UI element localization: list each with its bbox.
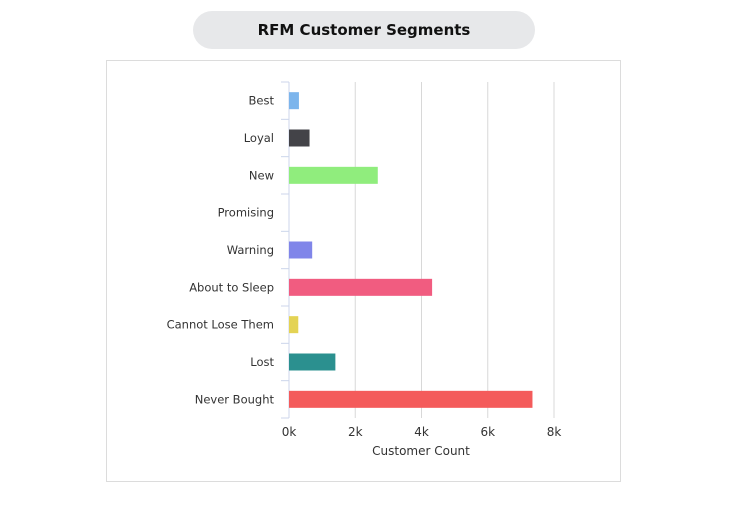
bar[interactable] xyxy=(289,241,313,259)
x-tick-label: 2k xyxy=(348,425,363,439)
bar[interactable] xyxy=(289,166,378,184)
x-tick-label: 8k xyxy=(547,425,562,439)
bar[interactable] xyxy=(289,390,533,408)
bars xyxy=(289,92,533,408)
category-label: Lost xyxy=(250,355,274,369)
chart-title: RFM Customer Segments xyxy=(257,21,471,39)
category-label: Cannot Lose Them xyxy=(167,318,274,332)
bar[interactable] xyxy=(289,129,310,147)
category-label: New xyxy=(249,168,274,182)
y-axis xyxy=(281,81,290,419)
category-label: Promising xyxy=(218,206,274,220)
chart-title-pill: RFM Customer Segments xyxy=(193,11,535,49)
grid-lines xyxy=(354,82,555,418)
bar[interactable] xyxy=(289,92,299,110)
category-label: About to Sleep xyxy=(189,280,274,294)
bar[interactable] xyxy=(289,316,299,334)
category-label: Loyal xyxy=(244,131,274,145)
bar[interactable] xyxy=(289,278,433,296)
bar[interactable] xyxy=(289,353,336,371)
x-tick-label: 4k xyxy=(414,425,429,439)
category-label: Best xyxy=(249,94,275,108)
category-label: Never Bought xyxy=(195,392,275,406)
category-label: Warning xyxy=(227,243,274,257)
category-labels: Best Loyal New Promising Warning About to Sle… xyxy=(167,94,275,407)
x-axis-title: Customer Count xyxy=(372,444,470,458)
x-tick-label: 0k xyxy=(282,425,297,439)
x-tick-labels: 0k 2k 4k 6k 8k xyxy=(282,425,562,439)
chart-panel xyxy=(106,60,621,482)
x-tick-label: 6k xyxy=(480,425,495,439)
